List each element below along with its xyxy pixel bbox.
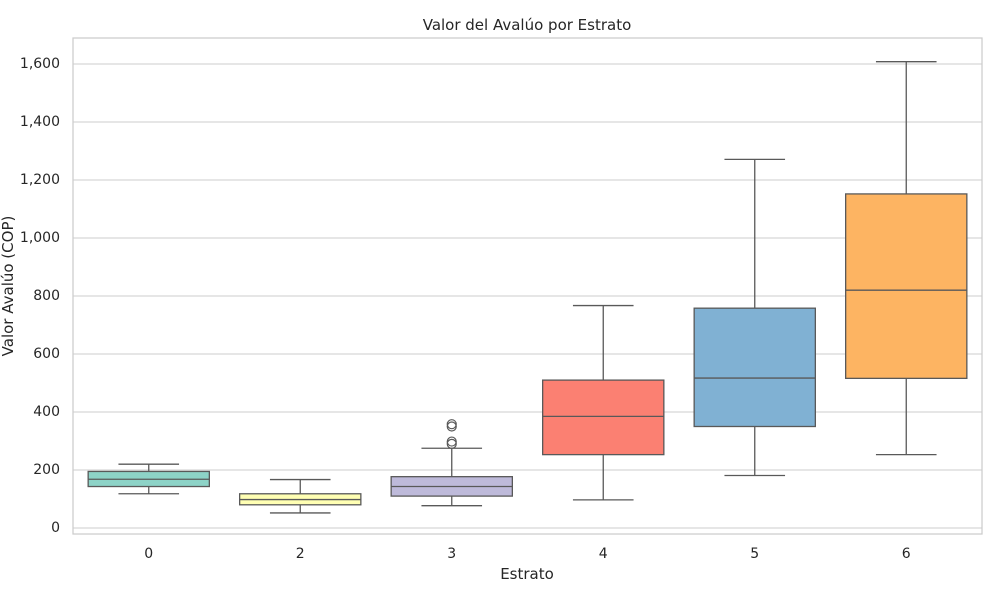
y-tick-label: 600 — [33, 346, 60, 362]
outlier-point — [446, 419, 457, 430]
y-tick-label: 1,200 — [20, 172, 60, 188]
y-axis-tick-labels: 0 200 400 600 800 1,000 1,200 1,400 1,600 — [20, 56, 60, 536]
box-group — [390, 419, 513, 507]
x-tick-label: 2 — [296, 546, 305, 562]
box-group — [845, 61, 968, 456]
y-tick-label: 1,000 — [20, 230, 60, 246]
box-iqr — [845, 193, 968, 380]
x-tick-label: 4 — [599, 546, 608, 562]
box-group — [693, 158, 817, 477]
y-tick-label: 1,400 — [20, 114, 60, 130]
box-iqr — [693, 307, 817, 428]
box-group — [238, 478, 362, 514]
y-tick-label: 200 — [33, 462, 60, 478]
y-tick-label: 0 — [51, 520, 60, 536]
grid-layer — [73, 63, 982, 529]
x-axis-title: Estrato — [500, 565, 554, 583]
x-tick-label: 5 — [750, 546, 759, 562]
chart-title: Valor del Avalúo por Estrato — [423, 16, 632, 34]
boxes-layer — [87, 61, 968, 514]
plot-area-frame — [72, 37, 983, 535]
x-tick-label: 0 — [144, 546, 153, 562]
y-tick-label: 800 — [33, 288, 60, 304]
y-axis-title: Valor Avalúo (COP) — [0, 216, 17, 357]
y-tick-label: 400 — [33, 404, 60, 420]
box-group — [87, 463, 210, 495]
box-iqr — [542, 379, 665, 456]
box-group — [542, 304, 665, 501]
outlier-point — [446, 436, 457, 447]
x-tick-label: 6 — [902, 546, 911, 562]
y-tick-label: 1,600 — [20, 56, 60, 72]
x-tick-label: 3 — [447, 546, 456, 562]
x-axis-tick-labels: 0 2 3 4 5 6 — [144, 546, 911, 562]
